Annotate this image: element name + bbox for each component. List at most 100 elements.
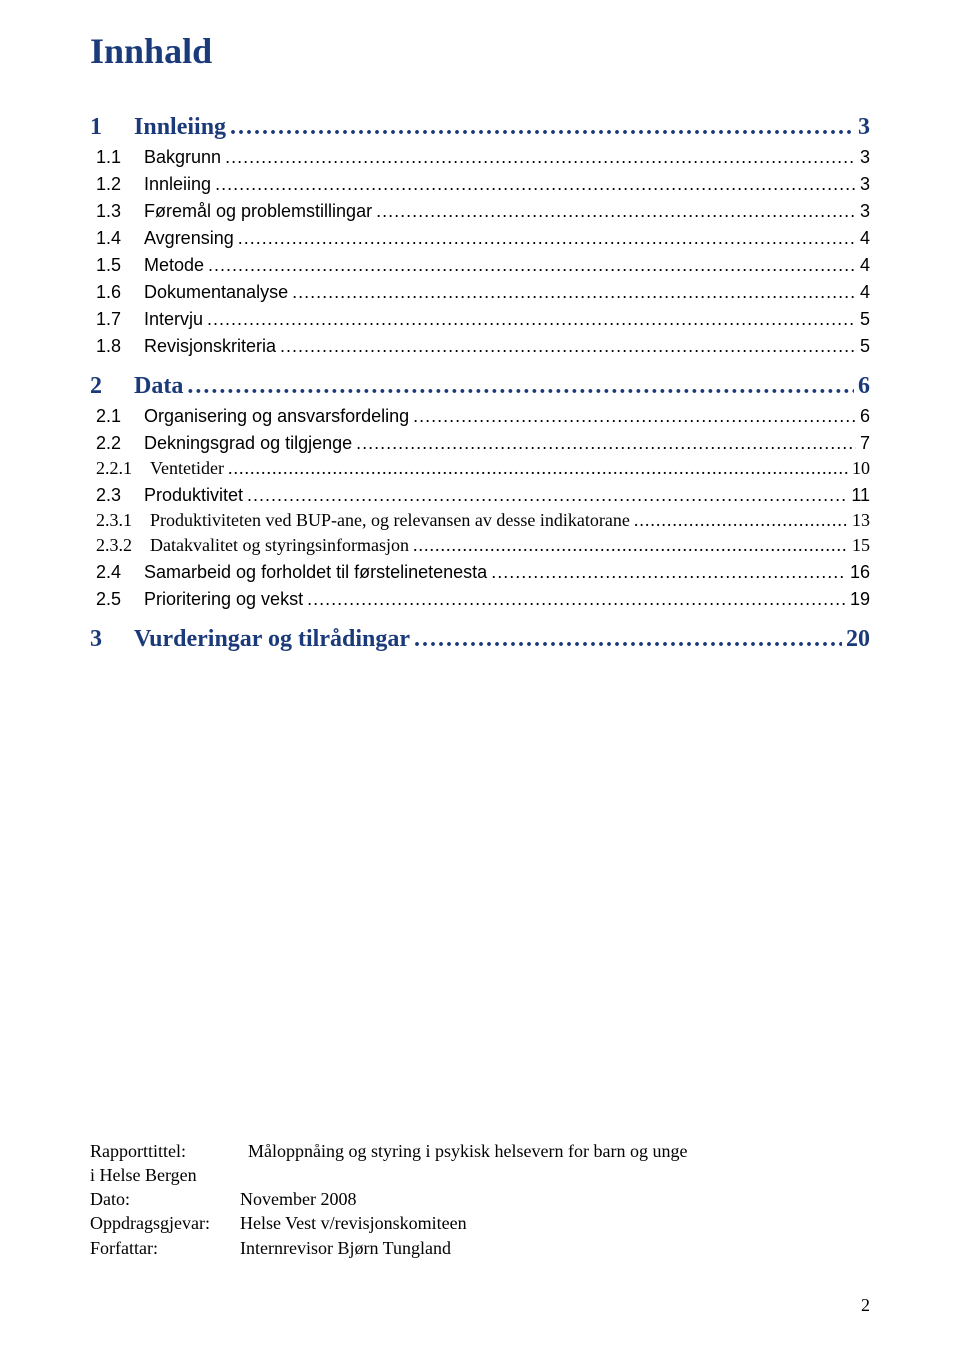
toc-number: 2.2.1 [90, 458, 142, 479]
toc-page: 19 [850, 589, 870, 610]
toc-entry: 1.3Føremål og problemstillingar 3 [90, 201, 870, 222]
toc-label: Organisering og ansvarsfordeling [128, 406, 409, 427]
page-title: Innhald [90, 30, 870, 72]
meta-label: Oppdragsgjevar: [90, 1211, 240, 1235]
toc-page: 5 [860, 336, 870, 357]
toc-number: 2.3.1 [90, 510, 142, 531]
toc-entry: 2.3.1Produktiviteten ved BUP-ane, og rel… [90, 510, 870, 531]
toc-page: 4 [860, 282, 870, 303]
meta-value: Helse Vest v/revisjonskomiteen [240, 1211, 467, 1235]
toc-label: Avgrensing [128, 228, 234, 249]
toc-leader-dots [247, 485, 847, 506]
toc-leader-dots [215, 174, 856, 195]
toc-page: 3 [858, 114, 870, 141]
toc-page: 3 [860, 174, 870, 195]
toc-page: 7 [860, 433, 870, 454]
meta-value: Internrevisor Bjørn Tungland [240, 1236, 451, 1260]
toc-entry: 2.4Samarbeid og forholdet til førsteline… [90, 562, 870, 583]
toc-entry: 2.5Prioritering og vekst 19 [90, 589, 870, 610]
toc-leader-dots [413, 535, 848, 556]
toc-label: Samarbeid og forholdet til førstelineten… [128, 562, 487, 583]
meta-value: November 2008 [240, 1187, 356, 1211]
toc-entry: 1.1Bakgrunn 3 [90, 147, 870, 168]
toc-page: 6 [860, 406, 870, 427]
toc-number: 1.6 [90, 282, 128, 303]
toc-label: Ventetider [142, 458, 224, 479]
table-of-contents: 1Innleiing31.1Bakgrunn31.2Innleiing31.3F… [90, 114, 870, 653]
toc-leader-dots [230, 114, 854, 141]
toc-leader-dots [187, 373, 854, 400]
toc-number: 3 [90, 626, 112, 653]
meta-label: Dato: [90, 1187, 240, 1211]
toc-page: 11 [851, 485, 870, 506]
toc-entry: 1.5Metode 4 [90, 255, 870, 276]
toc-leader-dots [414, 626, 842, 653]
page-number: 2 [861, 1295, 870, 1316]
toc-leader-dots [207, 309, 856, 330]
toc-number: 1 [90, 114, 112, 141]
toc-leader-dots [292, 282, 856, 303]
toc-label: Datakvalitet og styringsinformasjon [142, 535, 409, 556]
toc-number: 2.3.2 [90, 535, 142, 556]
toc-label: Innleiing [112, 114, 226, 141]
toc-entry: 1.6Dokumentanalyse 4 [90, 282, 870, 303]
toc-label: Dekningsgrad og tilgjenge [128, 433, 352, 454]
toc-entry: 2.2.1Ventetider10 [90, 458, 870, 479]
toc-leader-dots [634, 510, 848, 531]
toc-number: 1.4 [90, 228, 128, 249]
toc-page: 3 [860, 201, 870, 222]
toc-label: Føremål og problemstillingar [128, 201, 372, 222]
toc-leader-dots [228, 458, 848, 479]
toc-number: 1.5 [90, 255, 128, 276]
toc-number: 1.8 [90, 336, 128, 357]
meta-oppdragsgjevar: Oppdragsgjevar: Helse Vest v/revisjonsko… [90, 1211, 870, 1235]
toc-page: 4 [860, 228, 870, 249]
toc-label: Innleiing [128, 174, 211, 195]
toc-number: 1.2 [90, 174, 128, 195]
meta-value: Måloppnåing og styring i psykisk helseve… [240, 1139, 687, 1163]
toc-number: 2.4 [90, 562, 128, 583]
toc-label: Vurderingar og tilrådingar [112, 626, 410, 653]
toc-number: 1.7 [90, 309, 128, 330]
meta-forfattar: Forfattar: Internrevisor Bjørn Tungland [90, 1236, 870, 1260]
toc-label: Data [112, 373, 183, 400]
toc-number: 2.2 [90, 433, 128, 454]
toc-label: Dokumentanalyse [128, 282, 288, 303]
toc-number: 2.5 [90, 589, 128, 610]
toc-entry: 2.1Organisering og ansvarsfordeling 6 [90, 406, 870, 427]
toc-number: 2.1 [90, 406, 128, 427]
toc-page: 5 [860, 309, 870, 330]
toc-label: Produktivitet [128, 485, 243, 506]
toc-entry: 2.3Produktivitet 11 [90, 485, 870, 506]
meta-label: Rapporttittel: [90, 1139, 240, 1163]
toc-entry: 1.4Avgrensing 4 [90, 228, 870, 249]
toc-label: Produktiviteten ved BUP-ane, og relevans… [142, 510, 630, 531]
toc-label: Metode [128, 255, 204, 276]
toc-leader-dots [413, 406, 856, 427]
toc-leader-dots [208, 255, 856, 276]
toc-page: 15 [852, 535, 870, 556]
toc-label: Prioritering og vekst [128, 589, 303, 610]
toc-number: 2.3 [90, 485, 128, 506]
toc-page: 3 [860, 147, 870, 168]
toc-entry: 1.8Revisjonskriteria5 [90, 336, 870, 357]
toc-label: Intervju [128, 309, 203, 330]
meta-dato: Dato: November 2008 [90, 1187, 870, 1211]
toc-number: 1.3 [90, 201, 128, 222]
toc-label: Bakgrunn [128, 147, 221, 168]
toc-leader-dots [491, 562, 846, 583]
toc-page: 13 [852, 510, 870, 531]
toc-entry: 1Innleiing 3 [90, 114, 870, 141]
toc-page: 6 [858, 373, 870, 400]
toc-leader-dots [356, 433, 856, 454]
toc-entry: 1.2Innleiing 3 [90, 174, 870, 195]
toc-page: 20 [846, 626, 870, 653]
toc-entry: 3Vurderingar og tilrådingar 20 [90, 626, 870, 653]
meta-label: Forfattar: [90, 1236, 240, 1260]
toc-entry: 2.3.2Datakvalitet og styringsinformasjon… [90, 535, 870, 556]
toc-number: 1.1 [90, 147, 128, 168]
toc-leader-dots [376, 201, 856, 222]
toc-entry: 2.2Dekningsgrad og tilgjenge 7 [90, 433, 870, 454]
toc-page: 4 [860, 255, 870, 276]
toc-number: 2 [90, 373, 112, 400]
